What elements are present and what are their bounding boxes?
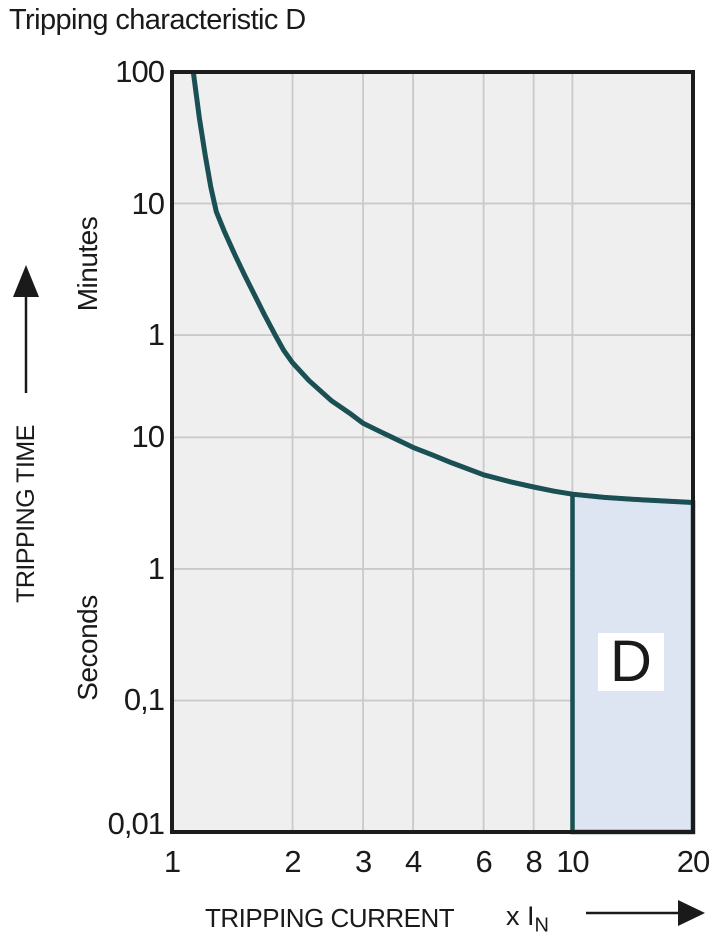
x-tick-label: 10 bbox=[556, 844, 589, 879]
x-tick-label: 6 bbox=[475, 844, 492, 879]
y-tick-label: 10 bbox=[131, 419, 165, 455]
x-axis-unit: x IN bbox=[506, 901, 549, 935]
x-axis-title: TRIPPING CURRENT bbox=[205, 903, 455, 933]
region-label-box: D bbox=[598, 633, 664, 691]
y-tick-label: 0,1 bbox=[123, 682, 165, 718]
y-tick-label: 10 bbox=[131, 185, 165, 221]
x-tick-label: 1 bbox=[163, 844, 181, 879]
x-tick-label: 4 bbox=[404, 844, 422, 879]
y-axis-unit-minutes: Minutes bbox=[72, 216, 103, 312]
y-axis-arrow-icon bbox=[13, 265, 39, 393]
plot-frame bbox=[170, 70, 695, 834]
y-axis-title: TRIPPING TIME bbox=[12, 425, 40, 603]
tripping-curve bbox=[190, 71, 694, 505]
y-tick-label: 1 bbox=[147, 317, 165, 353]
chart-title: Tripping characteristic D bbox=[9, 4, 306, 36]
region-label: D bbox=[610, 629, 652, 694]
x-tick-label: 2 bbox=[284, 844, 301, 879]
x-tick-label: 3 bbox=[354, 844, 372, 879]
y-tick-label: 1 bbox=[147, 550, 165, 586]
x-tick-label: 8 bbox=[525, 844, 543, 879]
y-tick-label: 0,01 bbox=[107, 806, 165, 841]
y-tick-label: 100 bbox=[115, 54, 165, 89]
y-axis-unit-seconds: Seconds bbox=[72, 595, 103, 701]
x-axis-arrow-icon bbox=[586, 900, 705, 926]
x-axis-unit-prefix: x I bbox=[506, 901, 535, 931]
x-axis-unit-subscript: N bbox=[534, 914, 549, 937]
x-tick-label: 20 bbox=[676, 844, 710, 879]
